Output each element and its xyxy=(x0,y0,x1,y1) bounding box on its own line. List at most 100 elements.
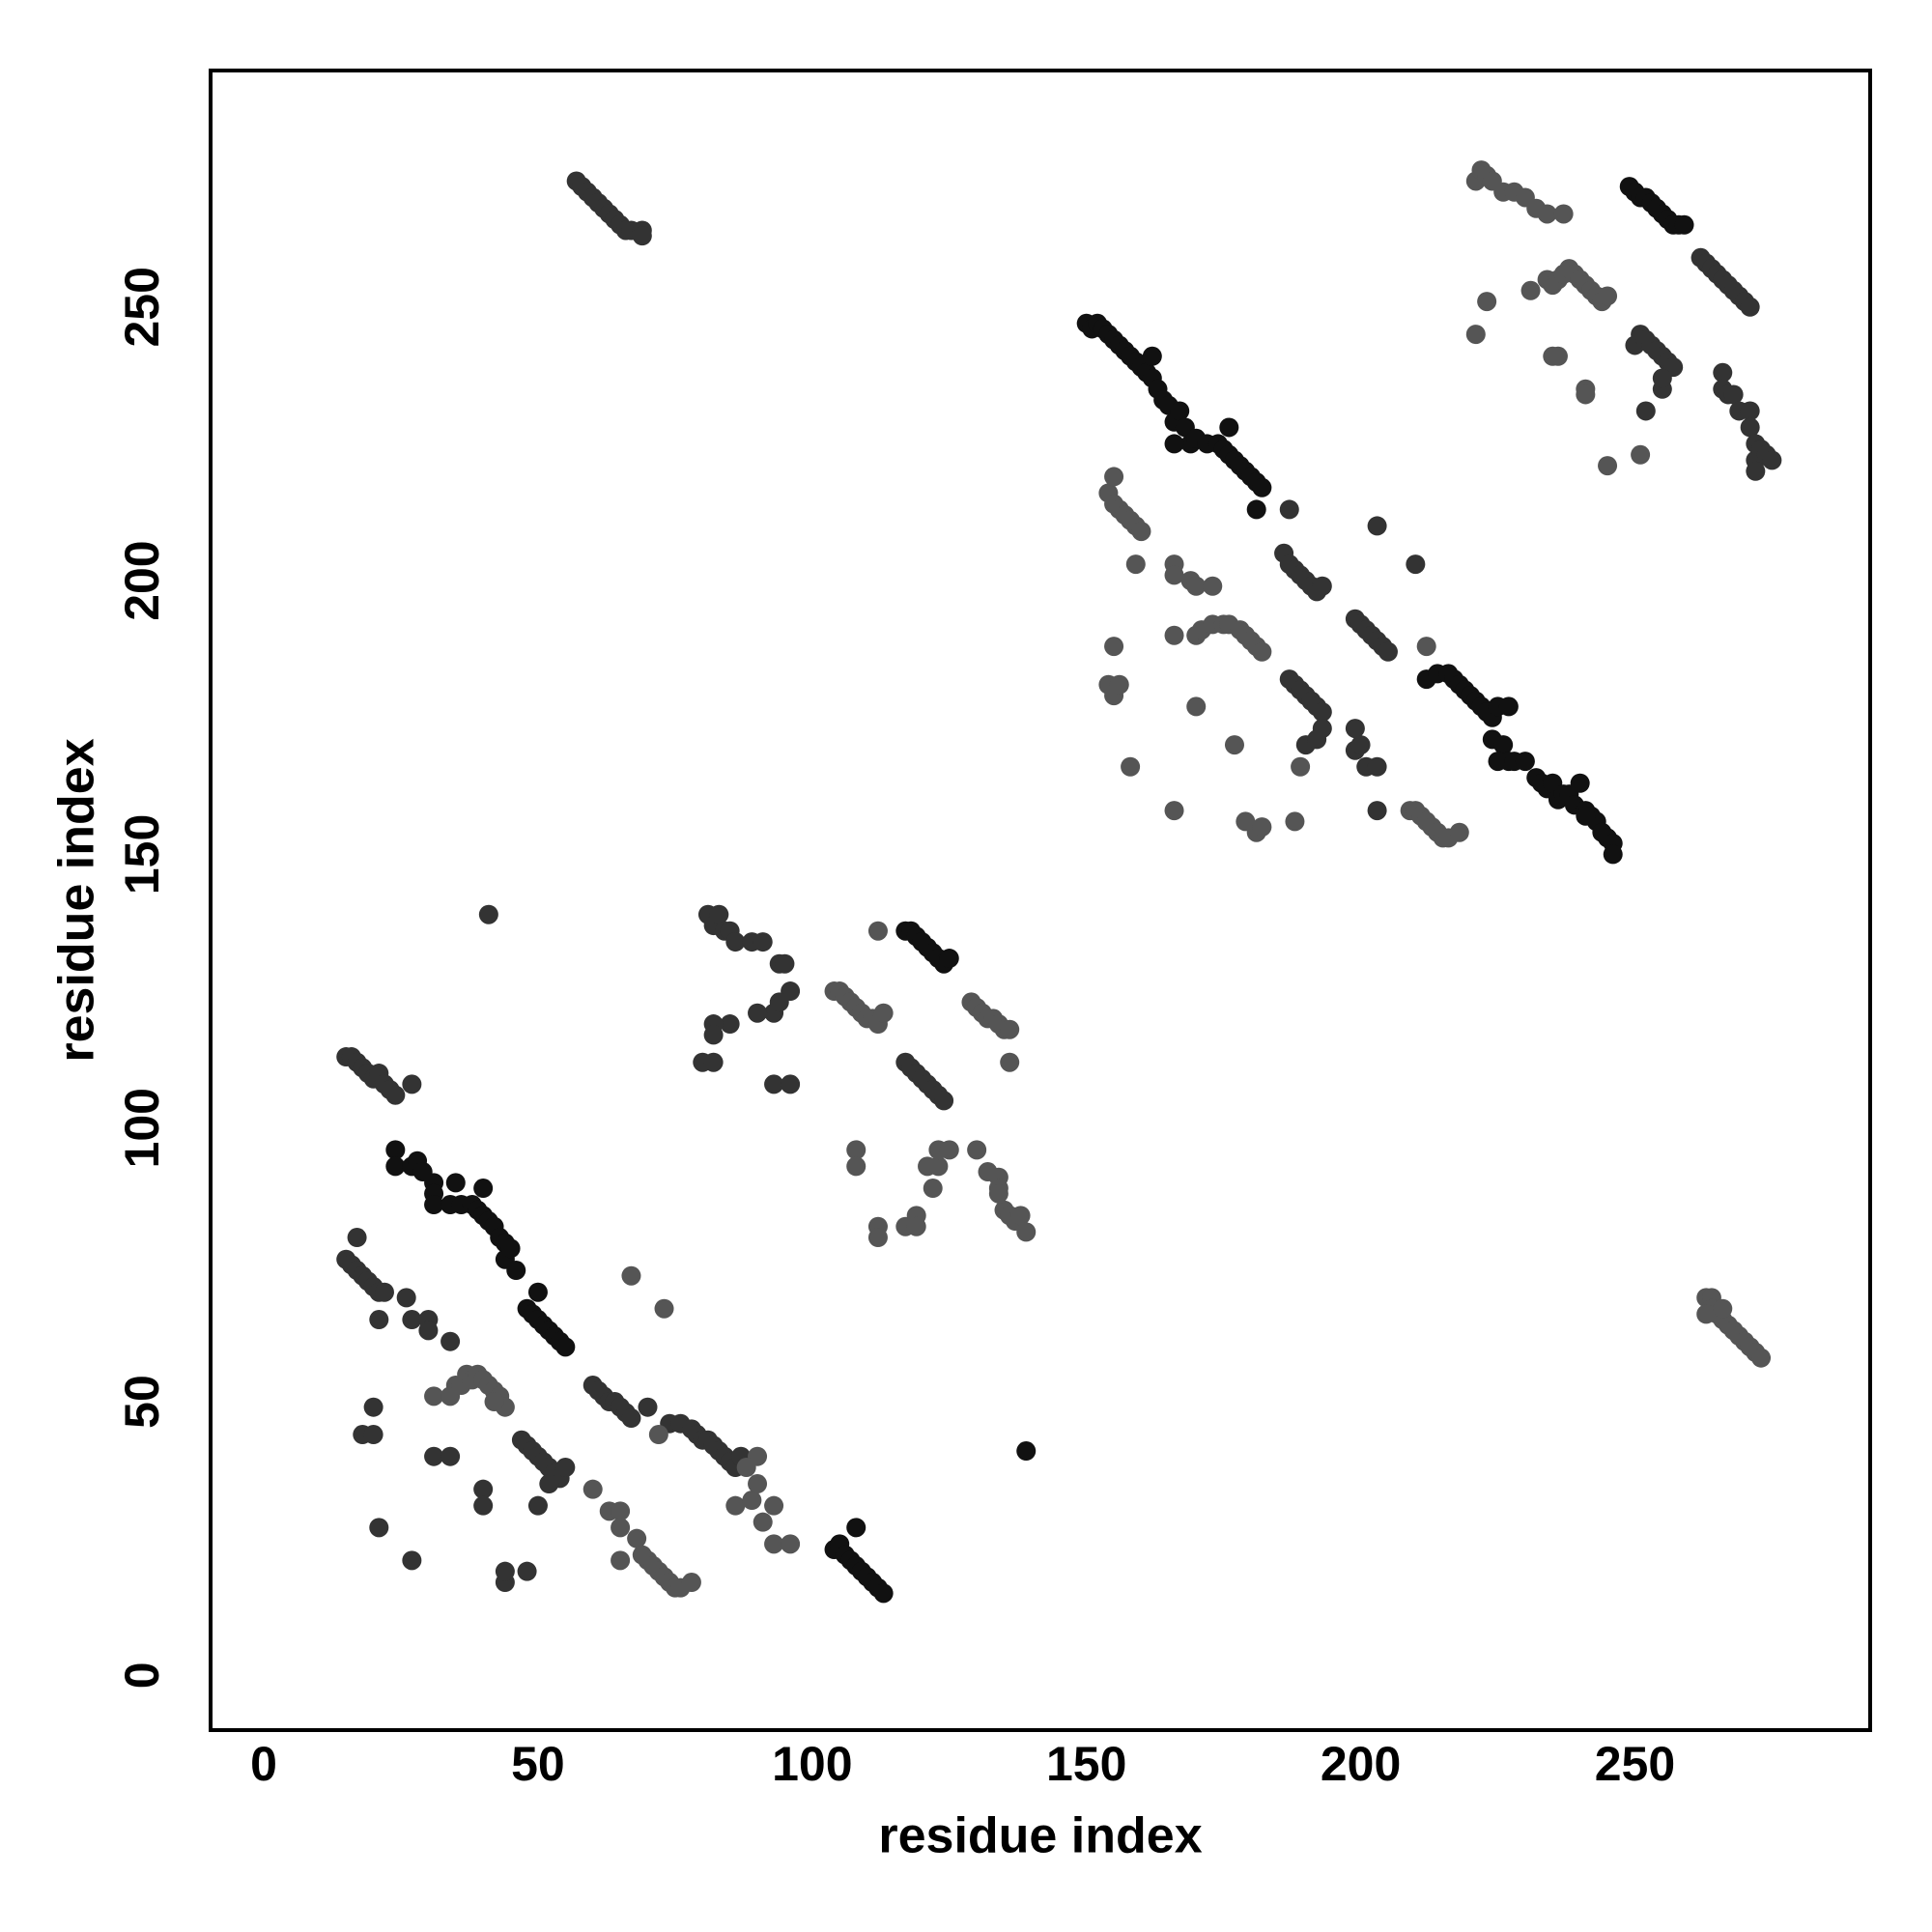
point xyxy=(638,1397,658,1417)
point xyxy=(764,1495,784,1516)
point xyxy=(725,1495,746,1516)
point xyxy=(611,1501,631,1521)
point xyxy=(906,1216,926,1236)
point xyxy=(440,1331,461,1351)
point xyxy=(1603,844,1623,865)
point xyxy=(1740,297,1760,317)
point xyxy=(385,1156,406,1177)
point xyxy=(1203,576,1223,596)
point xyxy=(1635,401,1656,421)
point xyxy=(1493,735,1514,755)
point xyxy=(1142,346,1162,366)
point xyxy=(753,932,773,952)
point xyxy=(1762,450,1782,470)
point xyxy=(1723,384,1744,405)
point xyxy=(736,1458,756,1478)
point xyxy=(648,1425,668,1445)
point xyxy=(703,1052,724,1072)
point xyxy=(621,1265,641,1286)
point xyxy=(1246,499,1266,520)
point xyxy=(374,1282,394,1302)
point xyxy=(867,921,888,941)
point xyxy=(846,1156,867,1177)
point xyxy=(402,1550,422,1571)
point xyxy=(1104,467,1124,487)
point xyxy=(478,904,498,924)
point xyxy=(402,1074,422,1094)
point xyxy=(1164,434,1184,454)
point xyxy=(846,1140,867,1160)
point xyxy=(363,1397,384,1417)
point xyxy=(748,1474,768,1494)
y-axis-title: residue index xyxy=(49,738,105,1062)
point xyxy=(611,1518,631,1538)
point xyxy=(363,1425,384,1445)
point xyxy=(1598,456,1618,476)
point xyxy=(1104,637,1124,657)
point xyxy=(988,1183,1009,1204)
point xyxy=(1170,401,1190,421)
point xyxy=(539,1474,559,1494)
point xyxy=(1125,554,1146,575)
y-tick-label: 200 xyxy=(115,540,169,620)
point xyxy=(928,1156,949,1177)
point xyxy=(1350,735,1371,755)
y-tick-label: 250 xyxy=(115,267,169,347)
point xyxy=(1537,204,1557,224)
point xyxy=(582,1479,603,1499)
point xyxy=(748,1003,768,1023)
point xyxy=(555,1458,576,1478)
point xyxy=(1109,674,1129,695)
point xyxy=(1740,401,1760,421)
point xyxy=(1520,280,1541,300)
point xyxy=(1416,637,1436,657)
point xyxy=(1751,1348,1772,1368)
point xyxy=(1449,822,1469,842)
x-tick-label: 250 xyxy=(1595,1737,1675,1791)
point xyxy=(781,1534,801,1554)
point xyxy=(621,1408,641,1429)
point xyxy=(1674,214,1694,235)
point xyxy=(1224,735,1244,755)
x-tick-label: 100 xyxy=(772,1737,852,1791)
y-tick-label: 50 xyxy=(115,1375,169,1429)
point xyxy=(495,1561,515,1581)
point xyxy=(1312,576,1332,596)
point xyxy=(720,1014,740,1035)
point xyxy=(500,1238,521,1259)
point xyxy=(1652,368,1672,388)
point xyxy=(1000,1019,1020,1039)
point xyxy=(1713,1298,1733,1319)
point xyxy=(1016,1441,1037,1462)
point xyxy=(418,1321,439,1341)
point xyxy=(424,1446,444,1466)
x-tick-label: 50 xyxy=(511,1737,565,1791)
point xyxy=(484,1392,504,1412)
point xyxy=(1553,204,1574,224)
point xyxy=(1219,417,1239,438)
point xyxy=(1576,806,1596,826)
point xyxy=(1186,576,1207,596)
point xyxy=(396,1288,416,1308)
point xyxy=(369,1310,389,1330)
point xyxy=(764,1534,784,1554)
point xyxy=(473,1179,494,1199)
point xyxy=(1378,641,1398,662)
point xyxy=(555,1337,576,1357)
point xyxy=(1252,817,1272,838)
point xyxy=(775,953,795,974)
point xyxy=(1576,384,1596,405)
point xyxy=(1367,801,1387,821)
point xyxy=(1312,702,1332,723)
point xyxy=(939,949,959,969)
plot-frame xyxy=(209,69,1872,1732)
point xyxy=(506,1261,526,1281)
x-tick-label: 0 xyxy=(250,1737,277,1791)
point xyxy=(611,1550,631,1571)
point xyxy=(627,1528,647,1548)
point xyxy=(1570,773,1590,793)
x-axis-title: residue index xyxy=(878,1808,1202,1864)
point xyxy=(742,1491,762,1511)
point xyxy=(1016,1222,1037,1242)
